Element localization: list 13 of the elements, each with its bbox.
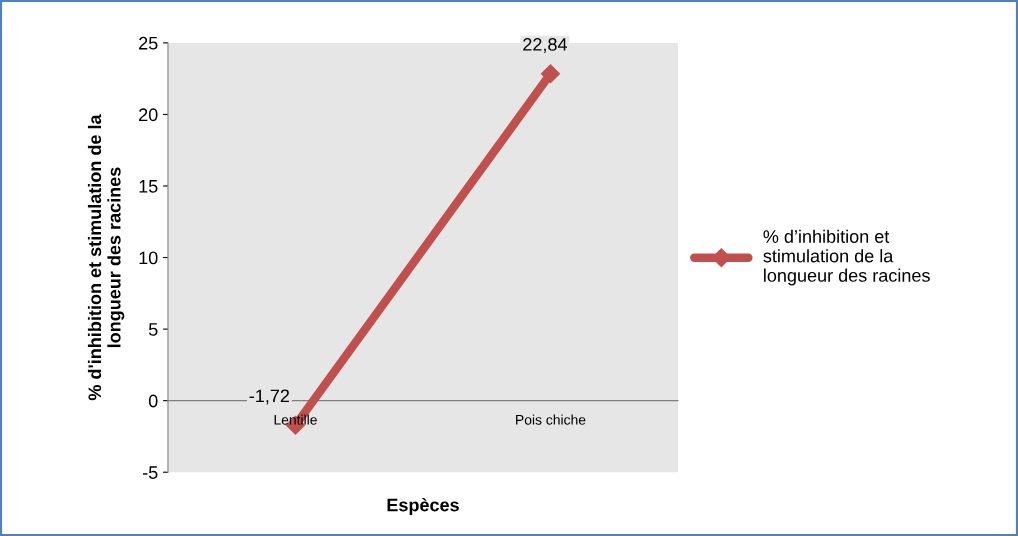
y-tick-label: 25 bbox=[139, 36, 158, 50]
y-tick-label: 5 bbox=[148, 323, 158, 336]
y-tick-label: 15 bbox=[139, 180, 158, 193]
legend-label: % d’inhibition et stimulation de la longueur des racines bbox=[763, 229, 930, 286]
y-tick-label: 20 bbox=[139, 108, 158, 122]
x-tick-label: Pois chiche bbox=[516, 414, 586, 425]
y-axis-title: % d'inhibition et stimulation de la longueur des racines bbox=[87, 114, 125, 401]
y-tick-label: 10 bbox=[139, 251, 158, 265]
y-tick-label: 0 bbox=[148, 394, 158, 408]
y-tick-label: -5 bbox=[143, 466, 158, 479]
data-label: 22,84 bbox=[523, 37, 567, 53]
data-label: -1,72 bbox=[249, 389, 290, 405]
x-axis-title: Espèces bbox=[387, 497, 459, 515]
